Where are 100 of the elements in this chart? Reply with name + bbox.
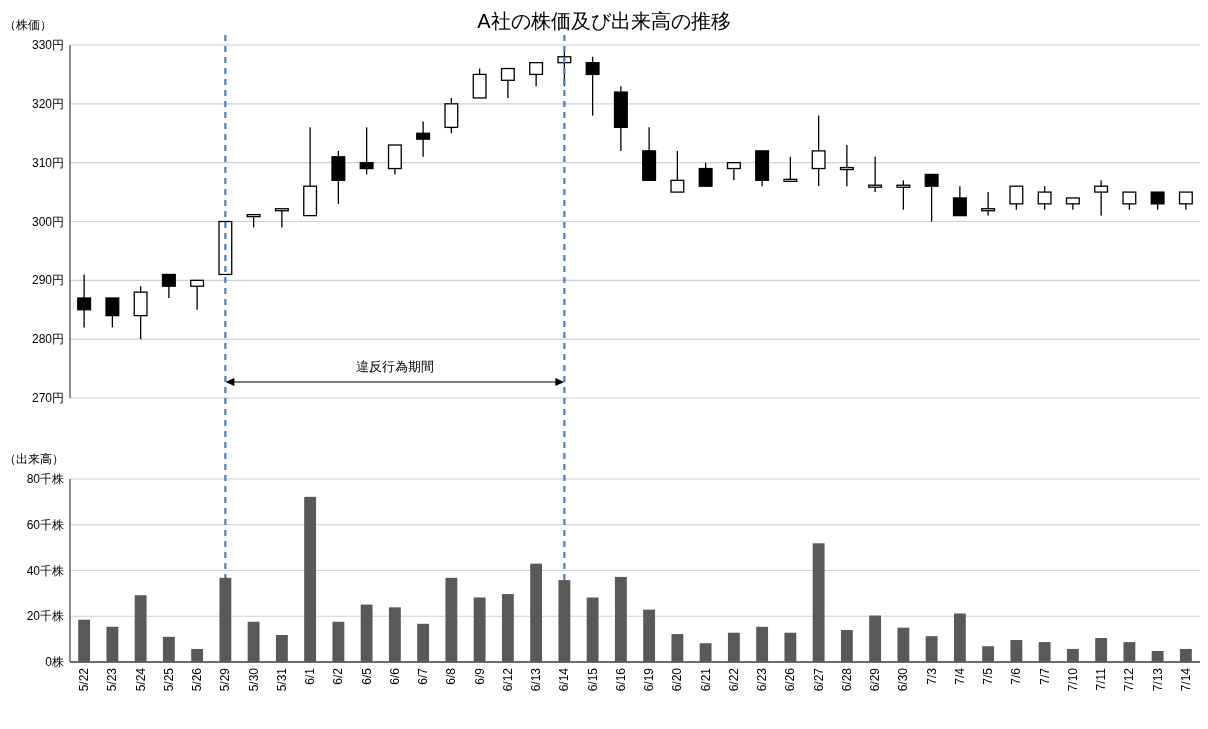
candlestick <box>670 150 685 193</box>
x-tick-label: 7/11 <box>1094 667 1109 691</box>
candlestick <box>1094 179 1109 217</box>
bar <box>925 636 938 662</box>
y-tick-label: 290円 <box>31 273 64 288</box>
x-tick-label: 6/28 <box>839 667 854 692</box>
bar <box>445 577 458 662</box>
x-tick-label: 6/9 <box>472 667 487 685</box>
candlestick <box>896 179 911 211</box>
candlestick <box>500 67 515 99</box>
bar <box>360 604 373 662</box>
x-tick-label: 5/25 <box>161 667 176 692</box>
bar <box>614 576 627 662</box>
bar <box>275 635 288 662</box>
x-tick-label: 7/14 <box>1178 667 1193 692</box>
bar <box>756 626 769 662</box>
candlestick <box>868 156 883 193</box>
x-tick-label: 5/23 <box>105 667 120 692</box>
annotation: 違反行為期間 <box>355 359 434 374</box>
candlestick <box>783 156 798 182</box>
x-tick-label: 6/16 <box>613 667 628 692</box>
bar <box>1010 640 1023 662</box>
candlestick <box>105 297 120 329</box>
candlestick <box>161 273 176 299</box>
x-tick-label: 5/31 <box>274 667 289 692</box>
bar <box>134 595 147 662</box>
y-tick-label: 280円 <box>31 332 64 347</box>
y-tick-label: 40千株 <box>26 563 64 578</box>
bar <box>1095 637 1108 662</box>
x-tick-label: 5/26 <box>190 667 205 692</box>
x-tick-label: 6/13 <box>529 667 544 692</box>
bar <box>162 636 175 662</box>
candlestick <box>77 273 92 329</box>
candlestick <box>529 62 544 87</box>
y-axis-title: （株価） <box>4 18 52 32</box>
y-tick-label: 310円 <box>31 155 64 170</box>
candlestick <box>585 56 600 117</box>
chart-title: A社の株価及び出来高の推移 <box>477 10 731 32</box>
bar <box>784 632 797 662</box>
y-tick-label: 80千株 <box>26 472 64 486</box>
y-tick-label: 330円 <box>31 38 64 52</box>
bar <box>473 597 486 662</box>
y-tick-label: 270円 <box>31 391 64 405</box>
bar <box>332 621 345 662</box>
x-tick-label: 6/12 <box>500 667 515 692</box>
y-tick-label: 300円 <box>31 214 64 229</box>
x-tick-label: 6/30 <box>896 667 911 692</box>
x-tick-label: 6/1 <box>303 667 318 685</box>
bar <box>78 619 91 662</box>
bar <box>699 643 712 662</box>
y-tick-label: 60千株 <box>26 517 64 532</box>
x-tick-label: 7/7 <box>1037 667 1052 685</box>
bar <box>1066 648 1079 662</box>
x-tick-label: 7/5 <box>981 667 996 685</box>
candlestick <box>811 114 826 187</box>
y-axis-title: （出来高） <box>4 452 64 466</box>
x-tick-label: 6/20 <box>670 667 685 692</box>
x-tick-label: 6/15 <box>585 667 600 692</box>
x-tick-label: 7/10 <box>1065 667 1080 692</box>
bar <box>812 543 825 662</box>
bar <box>247 621 260 662</box>
candlestick <box>472 67 487 99</box>
bar <box>586 597 599 662</box>
x-tick-label: 5/22 <box>77 667 92 692</box>
x-tick-label: 6/29 <box>868 667 883 692</box>
candlestick <box>839 144 854 187</box>
candlestick <box>444 97 459 134</box>
bar <box>643 609 656 662</box>
bar <box>501 594 514 662</box>
candlestick <box>1037 185 1052 211</box>
x-tick-label: 6/7 <box>416 667 431 685</box>
x-tick-label: 6/19 <box>642 667 657 692</box>
bar <box>530 563 543 662</box>
bar <box>869 615 882 662</box>
candlestick <box>924 173 939 223</box>
x-tick-label: 7/13 <box>1150 667 1165 692</box>
candlestick <box>952 185 967 217</box>
y-tick-label: 0株 <box>45 655 64 669</box>
x-tick-label: 5/24 <box>133 667 148 692</box>
bar <box>558 580 571 662</box>
bar <box>417 623 430 662</box>
candlestick <box>274 208 289 229</box>
bar <box>1179 648 1192 662</box>
x-tick-label: 5/29 <box>218 667 233 692</box>
x-tick-label: 6/5 <box>359 667 374 685</box>
bar <box>1151 651 1164 662</box>
x-tick-label: 6/26 <box>783 667 798 692</box>
x-tick-label: 6/6 <box>387 667 402 685</box>
x-tick-label: 6/14 <box>557 667 572 692</box>
candlestick <box>416 120 431 158</box>
x-tick-label: 6/22 <box>726 667 741 692</box>
candlestick <box>331 150 346 205</box>
bar <box>304 496 317 662</box>
candlestick <box>387 144 402 176</box>
bar <box>106 626 119 662</box>
x-tick-label: 6/2 <box>331 667 346 685</box>
x-tick-label: 6/8 <box>444 667 459 685</box>
candlestick <box>726 162 741 181</box>
bar <box>982 646 995 662</box>
candlestick <box>359 126 374 176</box>
